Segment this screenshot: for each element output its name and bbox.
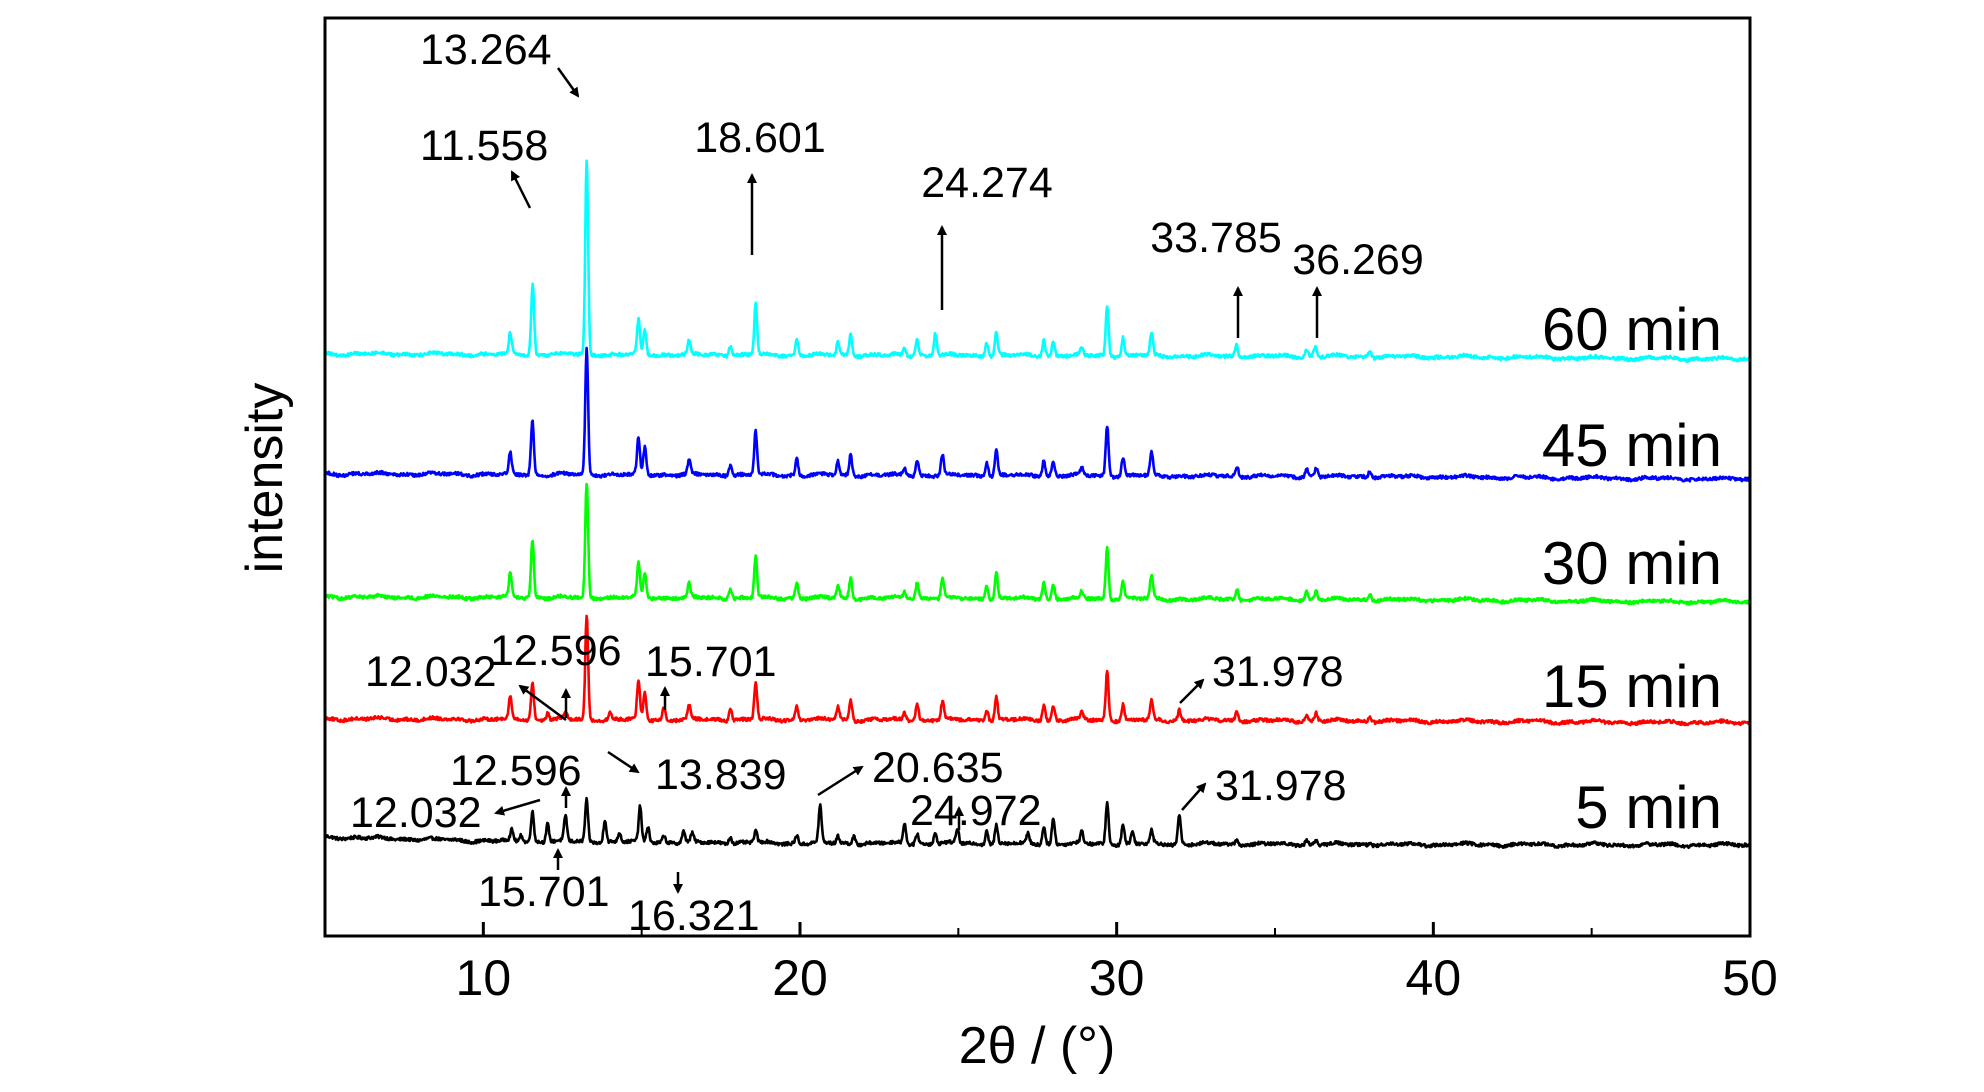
x-tick-label-30: 30 (1089, 950, 1145, 1006)
annotation-label-1: 11.558 (420, 122, 548, 170)
annotation-label-8: 15.701 (645, 638, 777, 686)
y-axis-label: intensity (236, 383, 294, 574)
series-line-5-min (323, 796, 1752, 850)
annotation-arrow-0 (556, 67, 580, 98)
x-tick-label-20: 20 (772, 950, 828, 1006)
annotation-label-5: 36.269 (1292, 236, 1424, 284)
annotation-arrow-6 (518, 684, 567, 722)
annotation-label-6: 12.032 (365, 648, 497, 696)
series-label-30-min: 30 min (1542, 530, 1722, 597)
annotation-label-0: 13.264 (420, 26, 552, 74)
annotation-arrow-9 (1179, 678, 1205, 704)
annotation-arrow-15 (1181, 782, 1207, 811)
series-label-15-min: 15 min (1542, 653, 1722, 720)
series-line-60-min (323, 159, 1752, 363)
annotation-label-3: 24.274 (921, 159, 1053, 207)
x-axis-label: 2θ / (°) (959, 1017, 1116, 1075)
annotation-label-7: 12.596 (490, 627, 622, 675)
annotation-label-2: 18.601 (694, 114, 826, 162)
annotation-label-9: 31.978 (1212, 648, 1344, 696)
series-label-5-min: 5 min (1575, 774, 1722, 841)
series-line-30-min (324, 482, 1752, 606)
series-layer (323, 159, 1752, 850)
series-line-15-min (323, 614, 1752, 727)
x-tick-label-50: 50 (1722, 950, 1778, 1006)
plot-frame (323, 16, 1752, 938)
annotation-arrow-12 (607, 750, 640, 774)
annotation-label-4: 33.785 (1150, 214, 1282, 262)
series-label-60-min: 60 min (1542, 296, 1722, 363)
x-tick-label-10: 10 (456, 950, 512, 1006)
annotation-arrow-11 (494, 798, 541, 816)
annotation-label-16: 15.701 (478, 868, 610, 916)
annotation-label-13: 20.635 (872, 744, 1004, 792)
annotation-layer: 13.264 11.558 18.601 24.274 33.785 36.269 12.0… (350, 26, 1424, 940)
annotation-label-14: 24.972 (910, 787, 1042, 835)
annotation-arrow-1 (510, 170, 532, 209)
series-labels: 5 min 15 min 30 min 45 min 60 min (1542, 296, 1722, 841)
annotation-label-10: 12.596 (450, 747, 582, 795)
annotation-label-12: 13.839 (655, 751, 787, 799)
annotation-label-17: 16.321 (628, 892, 760, 940)
annotation-arrow-13 (817, 765, 864, 797)
annotation-label-11: 12.032 (350, 789, 482, 837)
x-tick-label-40: 40 (1406, 950, 1462, 1006)
annotation-label-15: 31.978 (1215, 762, 1347, 810)
series-line-45-min (324, 346, 1752, 483)
x-axis: 10 20 30 40 50 (324, 922, 1778, 1006)
series-label-45-min: 45 min (1542, 412, 1722, 479)
